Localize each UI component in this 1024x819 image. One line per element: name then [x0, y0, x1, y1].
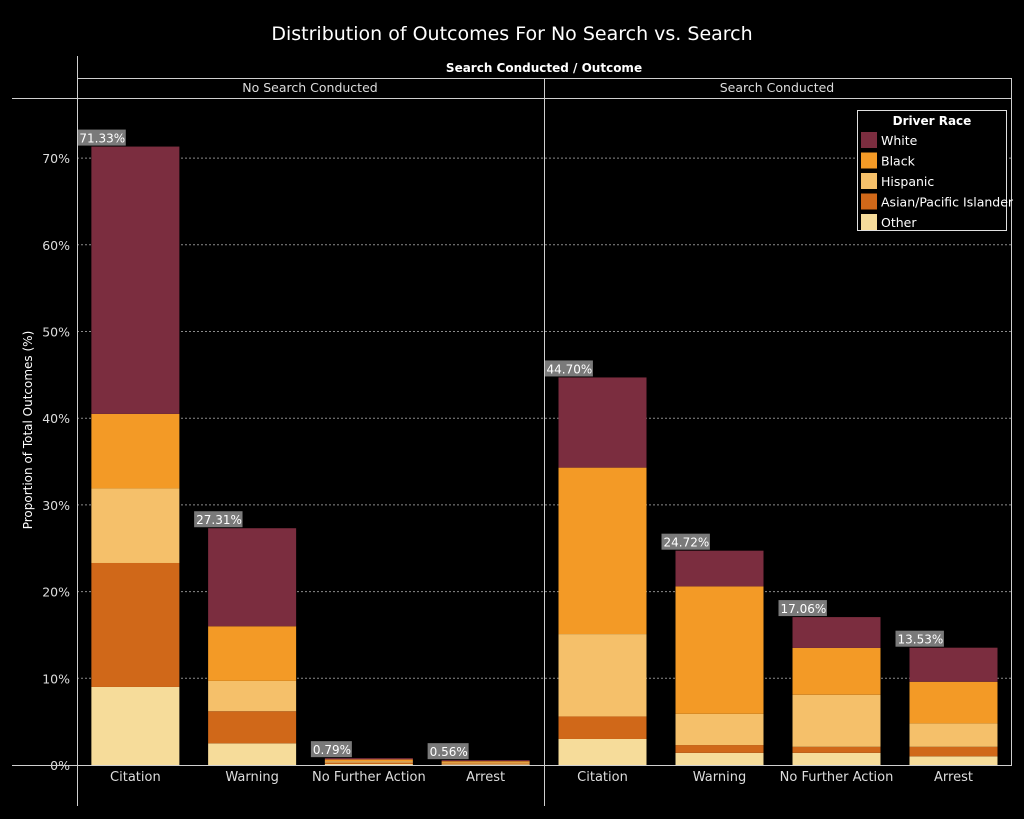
bar-segment-hispanic: [208, 680, 297, 712]
bar-segment-asian-pacific-islander: [208, 711, 297, 744]
bar-segment-black: [441, 761, 530, 763]
category-label: Arrest: [934, 770, 973, 785]
legend-item-label: Black: [881, 154, 916, 169]
total-label-box: [310, 741, 352, 758]
total-label: 13.53%: [898, 633, 944, 647]
bar-segment-hispanic: [675, 713, 764, 746]
panel-header-no-search: No Search Conducted: [242, 80, 377, 95]
bar-segment-white: [441, 760, 530, 762]
total-label-box: [661, 533, 710, 550]
total-labels: 71.33% 27.31% 0.79% 0.56% 44.70% 24.72% 17.06%…: [77, 129, 944, 760]
total-label-box: [427, 743, 469, 760]
legend-swatch: [861, 152, 877, 169]
bar-segment-hispanic: [441, 762, 530, 764]
bar-segment-white: [324, 758, 413, 760]
bar-segment-white: [909, 647, 998, 682]
bar-segment-other: [792, 752, 881, 765]
bar-segment-asian-pacific-islander: [909, 746, 998, 757]
category-labels: Citation Warning No Further Action Arrest Ci…: [110, 770, 973, 785]
panel-header-search: Search Conducted: [720, 80, 834, 95]
bar-segment-black: [324, 759, 413, 762]
bar-segment-other: [91, 686, 180, 765]
bar-segment-hispanic: [324, 761, 413, 763]
total-label-box: [544, 360, 593, 377]
legend-item-label: White: [881, 133, 918, 148]
legend: Driver Race White Black Hispanic Asian/Pacif…: [857, 110, 1014, 231]
bar-segment-hispanic: [558, 634, 647, 717]
category-label: No Further Action: [312, 770, 426, 785]
category-label: Arrest: [466, 770, 505, 785]
y-tick-label: 70%: [42, 151, 70, 166]
bar-segment-black: [208, 626, 297, 681]
bar-segment-hispanic: [792, 694, 881, 747]
legend-box: [857, 110, 1007, 231]
bar-segment-other: [441, 764, 530, 765]
bar-segment-other: [208, 743, 297, 765]
category-label: No Further Action: [780, 770, 894, 785]
chart-frame: [12, 56, 1012, 806]
legend-item-label: Asian/Pacific Islander: [881, 195, 1014, 210]
chart-title: Distribution of Outcomes For No Search v…: [271, 23, 752, 45]
bar-segment-asian-pacific-islander: [441, 763, 530, 765]
bar-segment-black: [909, 681, 998, 724]
y-tick-label: 50%: [42, 325, 70, 340]
bar-segment-other: [909, 756, 998, 765]
total-label: 0.79%: [313, 743, 351, 757]
bar-segment-other: [324, 763, 413, 765]
legend-swatch: [861, 173, 877, 189]
y-axis-label: Proportion of Total Outcomes (%): [21, 331, 35, 530]
bar-segment-black: [675, 586, 764, 714]
total-label: 24.72%: [664, 536, 710, 550]
column-header: Search Conducted / Outcome: [446, 61, 642, 75]
bar-segment-white: [208, 528, 297, 627]
y-axis-ticks: 0%10%20%30%40%50%60%70%: [42, 151, 70, 773]
bar-segment-black: [558, 467, 647, 635]
total-label: 17.06%: [781, 602, 827, 616]
bar-segment-white: [675, 550, 764, 587]
category-label: Citation: [110, 770, 161, 785]
bar-segment-asian-pacific-islander: [91, 562, 180, 687]
bar-segment-hispanic: [909, 723, 998, 747]
total-label: 0.56%: [430, 745, 468, 759]
bar-segment-asian-pacific-islander: [558, 716, 647, 739]
bar-segment-other: [558, 738, 647, 765]
bar-segment-black: [792, 647, 881, 695]
total-label: 71.33%: [79, 132, 125, 146]
y-tick-label: 60%: [42, 238, 70, 253]
bar-segment-black: [91, 413, 180, 489]
total-label: 27.31%: [196, 513, 242, 527]
y-tick-label: 30%: [42, 498, 70, 513]
bar-segment-asian-pacific-islander: [324, 762, 413, 764]
bar-segment-other: [675, 752, 764, 765]
y-tick-label: 10%: [42, 671, 70, 686]
total-label: 44.70%: [547, 362, 593, 376]
bar-segment-white: [558, 377, 647, 468]
category-label: Warning: [225, 770, 278, 785]
legend-swatch: [861, 193, 877, 210]
bar-segment-asian-pacific-islander: [792, 746, 881, 753]
total-label-box: [778, 600, 827, 617]
bar-segment-white: [91, 146, 180, 414]
legend-title: Driver Race: [893, 114, 972, 128]
legend-swatch: [861, 132, 877, 148]
y-tick-label: 20%: [42, 585, 70, 600]
bar-segment-white: [792, 617, 881, 648]
legend-item-label: Hispanic: [881, 174, 934, 189]
category-label: Warning: [693, 770, 746, 785]
total-label-box: [77, 129, 126, 146]
total-label-box: [194, 511, 243, 528]
y-tick-label: 40%: [42, 411, 70, 426]
legend-swatch: [861, 214, 877, 230]
total-label-box: [895, 630, 944, 647]
bars: [91, 146, 998, 765]
category-label: Citation: [577, 770, 628, 785]
legend-item-label: Other: [881, 215, 917, 230]
bar-segment-asian-pacific-islander: [675, 745, 764, 753]
bar-segment-hispanic: [91, 488, 180, 563]
